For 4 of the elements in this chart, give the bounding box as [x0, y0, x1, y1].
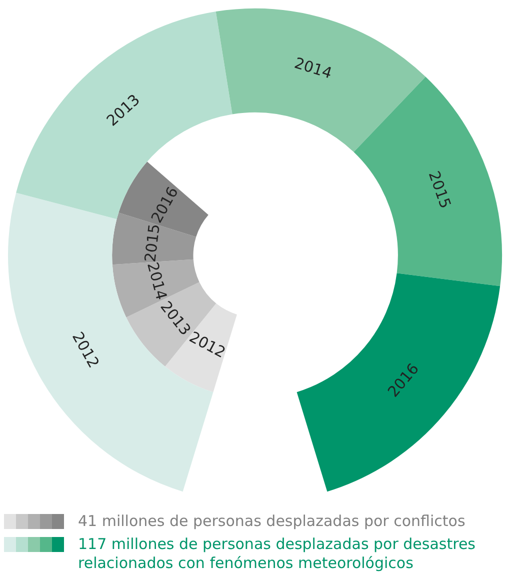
category-label: 2014 — [292, 54, 334, 82]
legend-label: 117 millones de personas desplazadas por desastres relacionados con fenómenos meteorológicos — [78, 535, 476, 573]
category-label: 2015 — [424, 168, 455, 211]
legend-label: 41 millones de personas desplazadas por conflictos — [78, 512, 466, 531]
